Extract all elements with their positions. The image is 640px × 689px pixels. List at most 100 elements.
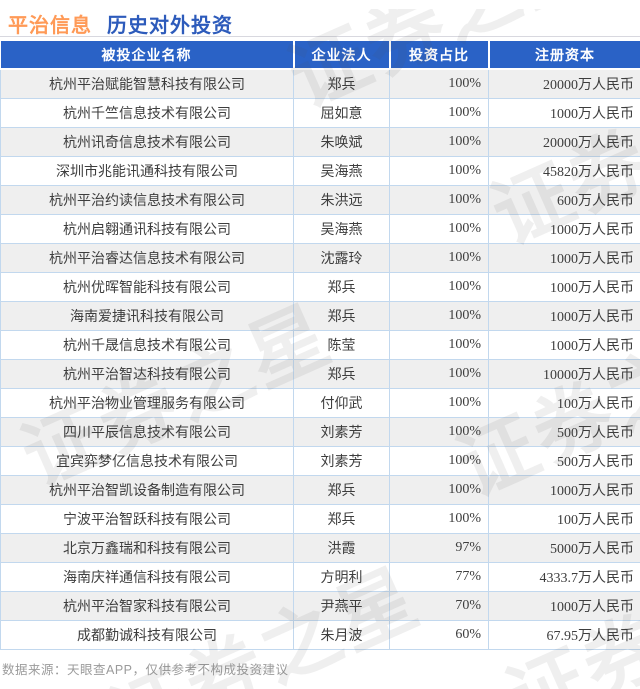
column-header-capital: 注册资本 bbox=[489, 41, 640, 69]
cell-investment-ratio: 100% bbox=[390, 359, 489, 388]
cell-registered-capital: 500万人民币 bbox=[489, 417, 640, 446]
cell-registered-capital: 4333.7万人民币 bbox=[489, 562, 640, 591]
cell-investment-ratio: 100% bbox=[390, 214, 489, 243]
column-header-ratio: 投资占比 bbox=[390, 41, 489, 69]
table-row: 杭州优晖智能科技有限公司 郑兵 100% 1000万人民币 bbox=[1, 272, 640, 301]
table-row: 深圳市兆能讯通科技有限公司 吴海燕 100% 45820万人民币 bbox=[1, 156, 640, 185]
cell-investment-ratio: 100% bbox=[390, 388, 489, 417]
table-row: 杭州千竺信息技术有限公司 屈如意 100% 1000万人民币 bbox=[1, 98, 640, 127]
cell-registered-capital: 100万人民币 bbox=[489, 504, 640, 533]
cell-registered-capital: 20000万人民币 bbox=[489, 69, 640, 98]
cell-investment-ratio: 60% bbox=[390, 620, 489, 649]
cell-legal-rep: 陈莹 bbox=[294, 330, 390, 359]
cell-investment-ratio: 100% bbox=[390, 243, 489, 272]
cell-legal-rep: 洪霞 bbox=[294, 533, 390, 562]
cell-investment-ratio: 77% bbox=[390, 562, 489, 591]
table-row: 杭州平治智达科技有限公司 郑兵 100% 10000万人民币 bbox=[1, 359, 640, 388]
table-row: 宁波平治智跃科技有限公司 郑兵 100% 100万人民币 bbox=[1, 504, 640, 533]
column-header-legal-rep: 企业法人 bbox=[294, 41, 390, 69]
cell-legal-rep: 郑兵 bbox=[294, 272, 390, 301]
cell-investment-ratio: 97% bbox=[390, 533, 489, 562]
cell-legal-rep: 吴海燕 bbox=[294, 214, 390, 243]
cell-legal-rep: 尹燕平 bbox=[294, 591, 390, 620]
cell-company-name: 杭州平治睿达信息技术有限公司 bbox=[1, 243, 294, 272]
cell-registered-capital: 1000万人民币 bbox=[489, 301, 640, 330]
table-row: 四川平辰信息技术有限公司 刘素芳 100% 500万人民币 bbox=[1, 417, 640, 446]
cell-investment-ratio: 100% bbox=[390, 417, 489, 446]
cell-registered-capital: 67.95万人民币 bbox=[489, 620, 640, 649]
cell-company-name: 宜宾弈梦亿信息技术有限公司 bbox=[1, 446, 294, 475]
cell-legal-rep: 朱洪远 bbox=[294, 185, 390, 214]
table-row: 成都勤诚科技有限公司 朱月波 60% 67.95万人民币 bbox=[1, 620, 640, 649]
cell-company-name: 宁波平治智跃科技有限公司 bbox=[1, 504, 294, 533]
table-row: 海南庆祥通信科技有限公司 方明利 77% 4333.7万人民币 bbox=[1, 562, 640, 591]
cell-company-name: 杭州平治赋能智慧科技有限公司 bbox=[1, 69, 294, 98]
table-row: 杭州平治约读信息技术有限公司 朱洪远 100% 600万人民币 bbox=[1, 185, 640, 214]
cell-registered-capital: 500万人民币 bbox=[489, 446, 640, 475]
cell-registered-capital: 1000万人民币 bbox=[489, 330, 640, 359]
cell-registered-capital: 45820万人民币 bbox=[489, 156, 640, 185]
cell-investment-ratio: 100% bbox=[390, 185, 489, 214]
cell-registered-capital: 1000万人民币 bbox=[489, 591, 640, 620]
cell-investment-ratio: 100% bbox=[390, 156, 489, 185]
cell-company-name: 杭州启翱通讯科技有限公司 bbox=[1, 214, 294, 243]
cell-registered-capital: 600万人民币 bbox=[489, 185, 640, 214]
cell-company-name: 杭州平治智凯设备制造有限公司 bbox=[1, 475, 294, 504]
column-header-company: 被投企业名称 bbox=[1, 41, 294, 69]
page-title: 平治信息 历史对外投资 bbox=[8, 9, 640, 31]
cell-legal-rep: 郑兵 bbox=[294, 301, 390, 330]
cell-legal-rep: 方明利 bbox=[294, 562, 390, 591]
cell-registered-capital: 1000万人民币 bbox=[489, 475, 640, 504]
cell-legal-rep: 吴海燕 bbox=[294, 156, 390, 185]
cell-investment-ratio: 70% bbox=[390, 591, 489, 620]
cell-investment-ratio: 100% bbox=[390, 330, 489, 359]
cell-registered-capital: 1000万人民币 bbox=[489, 243, 640, 272]
cell-company-name: 四川平辰信息技术有限公司 bbox=[1, 417, 294, 446]
cell-investment-ratio: 100% bbox=[390, 272, 489, 301]
table-row: 宜宾弈梦亿信息技术有限公司 刘素芳 100% 500万人民币 bbox=[1, 446, 640, 475]
cell-legal-rep: 朱月波 bbox=[294, 620, 390, 649]
cell-registered-capital: 1000万人民币 bbox=[489, 214, 640, 243]
cell-company-name: 海南庆祥通信科技有限公司 bbox=[1, 562, 294, 591]
cell-investment-ratio: 100% bbox=[390, 127, 489, 156]
cell-company-name: 杭州千竺信息技术有限公司 bbox=[1, 98, 294, 127]
cell-investment-ratio: 100% bbox=[390, 504, 489, 533]
table-row: 杭州讯奇信息技术有限公司 朱唤斌 100% 20000万人民币 bbox=[1, 127, 640, 156]
cell-registered-capital: 20000万人民币 bbox=[489, 127, 640, 156]
cell-company-name: 杭州千晟信息技术有限公司 bbox=[1, 330, 294, 359]
cell-legal-rep: 郑兵 bbox=[294, 475, 390, 504]
cell-company-name: 海南爱捷讯科技有限公司 bbox=[1, 301, 294, 330]
cell-company-name: 深圳市兆能讯通科技有限公司 bbox=[1, 156, 294, 185]
cell-company-name: 杭州讯奇信息技术有限公司 bbox=[1, 127, 294, 156]
cell-registered-capital: 100万人民币 bbox=[489, 388, 640, 417]
table-row: 北京万鑫瑞和科技有限公司 洪霞 97% 5000万人民币 bbox=[1, 533, 640, 562]
investment-table: 被投企业名称 企业法人 投资占比 注册资本 杭州平治赋能智慧科技有限公司 郑兵 … bbox=[0, 41, 640, 650]
cell-registered-capital: 10000万人民币 bbox=[489, 359, 640, 388]
cell-legal-rep: 郑兵 bbox=[294, 504, 390, 533]
table-row: 海南爱捷讯科技有限公司 郑兵 100% 1000万人民币 bbox=[1, 301, 640, 330]
cell-legal-rep: 付仰武 bbox=[294, 388, 390, 417]
cell-company-name: 成都勤诚科技有限公司 bbox=[1, 620, 294, 649]
investment-table-body: 杭州平治赋能智慧科技有限公司 郑兵 100% 20000万人民币 杭州千竺信息技… bbox=[1, 69, 640, 649]
cell-investment-ratio: 100% bbox=[390, 69, 489, 98]
cell-registered-capital: 1000万人民币 bbox=[489, 272, 640, 301]
section-title: 历史对外投资 bbox=[107, 9, 233, 38]
cell-investment-ratio: 100% bbox=[390, 475, 489, 504]
cell-legal-rep: 沈露玲 bbox=[294, 243, 390, 272]
table-row: 杭州平治智家科技有限公司 尹燕平 70% 1000万人民币 bbox=[1, 591, 640, 620]
cell-legal-rep: 刘素芳 bbox=[294, 446, 390, 475]
cell-company-name: 杭州平治约读信息技术有限公司 bbox=[1, 185, 294, 214]
cell-investment-ratio: 100% bbox=[390, 98, 489, 127]
investment-table-header: 被投企业名称 企业法人 投资占比 注册资本 bbox=[1, 41, 640, 69]
cell-legal-rep: 屈如意 bbox=[294, 98, 390, 127]
cell-company-name: 杭州平治物业管理服务有限公司 bbox=[1, 388, 294, 417]
table-row: 杭州平治智凯设备制造有限公司 郑兵 100% 1000万人民币 bbox=[1, 475, 640, 504]
table-row: 杭州平治睿达信息技术有限公司 沈露玲 100% 1000万人民币 bbox=[1, 243, 640, 272]
title-divider bbox=[0, 36, 640, 37]
cell-legal-rep: 刘素芳 bbox=[294, 417, 390, 446]
cell-legal-rep: 郑兵 bbox=[294, 69, 390, 98]
cell-investment-ratio: 100% bbox=[390, 301, 489, 330]
cell-company-name: 杭州平治智家科技有限公司 bbox=[1, 591, 294, 620]
cell-legal-rep: 朱唤斌 bbox=[294, 127, 390, 156]
cell-company-name: 杭州优晖智能科技有限公司 bbox=[1, 272, 294, 301]
